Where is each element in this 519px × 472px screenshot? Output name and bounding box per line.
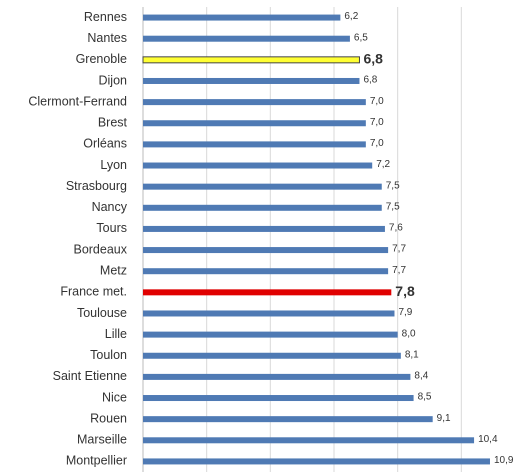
value-label: 7,7	[392, 244, 406, 255]
bar	[143, 120, 366, 127]
y-tick-label: Toulon	[90, 348, 127, 362]
y-tick-label: Bordeaux	[73, 242, 127, 256]
value-label: 7,2	[376, 159, 390, 170]
bar	[143, 77, 360, 84]
y-tick-label: Grenoble	[76, 52, 127, 66]
y-tick-label: Nice	[102, 390, 127, 404]
value-label: 7,5	[386, 201, 400, 212]
y-tick-label: Rennes	[84, 10, 127, 24]
y-tick-label: Tours	[96, 221, 127, 235]
bar	[143, 247, 389, 254]
bar	[143, 268, 389, 275]
bar	[143, 310, 395, 317]
bar	[143, 289, 392, 296]
bar	[142, 56, 360, 64]
value-label: 6,8	[363, 75, 377, 86]
bar	[143, 183, 382, 190]
value-label: 7,9	[398, 307, 412, 318]
y-tick-label: Lille	[105, 327, 127, 341]
value-label: 6,8	[363, 51, 383, 67]
value-label: 10,4	[478, 434, 498, 445]
y-tick-label: France met.	[60, 285, 127, 299]
value-label: 7,0	[370, 138, 384, 149]
y-tick-label: Montpellier	[66, 454, 127, 468]
bar	[143, 99, 366, 106]
y-tick-label: Saint Etienne	[53, 369, 127, 383]
value-label: 7,0	[370, 96, 384, 107]
value-label: 7,0	[370, 117, 384, 128]
value-label: 7,7	[392, 265, 406, 276]
bar	[143, 35, 350, 42]
value-label: 8,4	[414, 371, 428, 382]
bar	[143, 204, 382, 211]
y-tick-label: Rouen	[90, 411, 127, 425]
value-label: 9,1	[437, 413, 451, 424]
y-tick-label: Clermont-Ferrand	[28, 94, 127, 108]
y-tick-label: Nantes	[87, 31, 127, 45]
bar	[143, 141, 366, 148]
y-tick-label: Lyon	[100, 158, 127, 172]
bar	[143, 352, 401, 359]
y-tick-label: Marseille	[77, 433, 127, 447]
y-tick-label: Orléans	[83, 137, 127, 151]
bar	[143, 14, 341, 21]
y-tick-label: Dijon	[99, 73, 128, 87]
value-label: 7,6	[389, 223, 403, 234]
value-label: 7,5	[386, 180, 400, 191]
y-tick-label: Strasbourg	[66, 179, 127, 193]
bar	[143, 373, 411, 380]
bar	[143, 458, 490, 465]
bar	[143, 416, 433, 423]
value-label: 8,1	[405, 349, 419, 360]
bar	[143, 437, 475, 444]
bar	[143, 225, 385, 232]
y-tick-label: Brest	[98, 116, 128, 130]
value-label: 8,0	[402, 328, 416, 339]
value-label: 6,5	[354, 32, 368, 43]
value-label: 7,8	[395, 283, 415, 299]
value-label: 8,5	[418, 392, 432, 403]
y-tick-label: Nancy	[92, 200, 128, 214]
bar	[143, 331, 398, 338]
value-label: 6,2	[344, 11, 358, 22]
bar	[143, 162, 373, 169]
bar	[143, 395, 414, 402]
y-tick-label: Toulouse	[77, 306, 127, 320]
y-tick-label: Metz	[100, 264, 127, 278]
value-label: 10,9	[494, 455, 514, 466]
